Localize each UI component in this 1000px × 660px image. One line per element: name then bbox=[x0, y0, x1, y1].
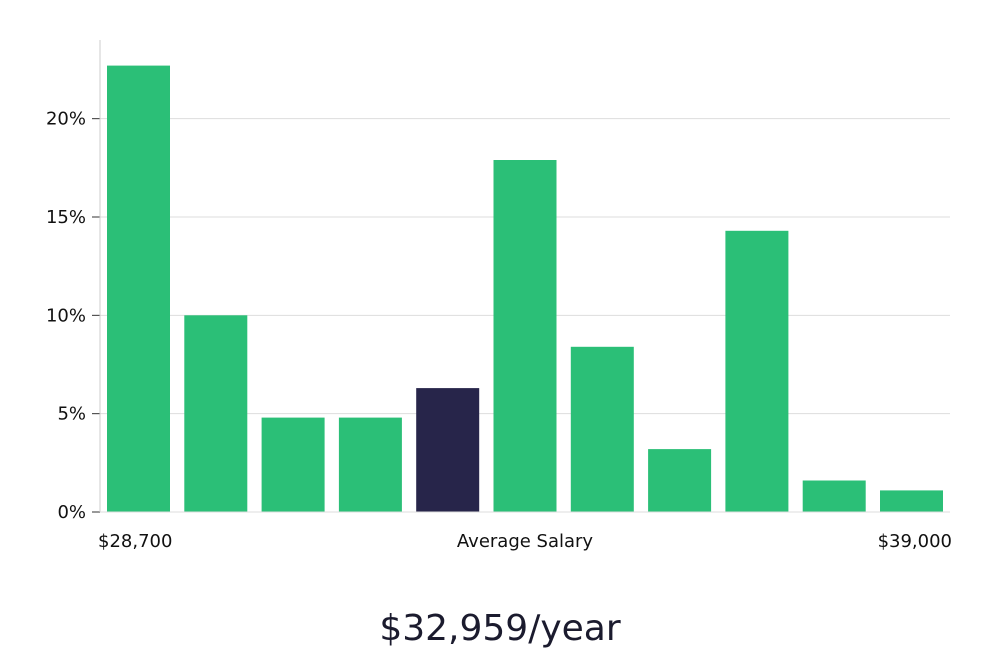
bar-2 bbox=[261, 417, 325, 512]
average-salary-value: $32,959/year bbox=[379, 608, 621, 649]
bar-1 bbox=[184, 315, 248, 512]
bar-10 bbox=[880, 490, 943, 512]
bar-7 bbox=[648, 449, 712, 512]
y-tick-label-10: 10% bbox=[46, 305, 86, 326]
bar-5 bbox=[493, 160, 557, 512]
x-min-label: $28,700 bbox=[98, 531, 172, 552]
bar-0 bbox=[107, 65, 170, 512]
x-max-label: $39,000 bbox=[878, 531, 952, 552]
axis-labels: $28,700 Average Salary $39,000 bbox=[98, 531, 952, 552]
bars bbox=[107, 65, 943, 513]
bar-8 bbox=[725, 230, 789, 513]
bar-9 bbox=[802, 480, 866, 512]
salary-histogram-chart: 0% 5% 10% 15% 20% $28,700 Average Salary $39… bbox=[46, 40, 952, 552]
bar-highlighted-average bbox=[416, 388, 480, 512]
y-tick-label-20: 20% bbox=[46, 109, 86, 130]
bar-3 bbox=[338, 417, 402, 512]
y-tick-label-5: 5% bbox=[57, 404, 86, 425]
x-axis-title: Average Salary bbox=[457, 531, 594, 552]
bar-6 bbox=[570, 346, 634, 512]
axes: 0% 5% 10% 15% 20% bbox=[46, 40, 950, 523]
y-tick-label-0: 0% bbox=[57, 502, 86, 523]
y-tick-label-15: 15% bbox=[46, 207, 86, 228]
